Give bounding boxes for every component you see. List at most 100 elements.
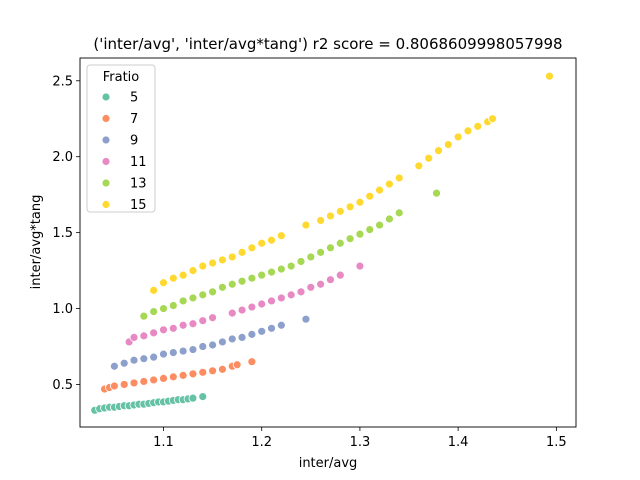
data-point (326, 275, 335, 285)
legend-label: 11 (130, 155, 147, 170)
data-point (178, 320, 188, 330)
x-tick-label: 1.2 (251, 435, 272, 450)
data-point (276, 264, 286, 274)
data-point (188, 345, 198, 354)
data-point (247, 302, 257, 312)
data-point (159, 304, 168, 313)
data-point (168, 372, 178, 382)
data-point (188, 266, 198, 275)
data-point (149, 328, 159, 338)
legend-marker (101, 178, 111, 188)
data-point (129, 333, 139, 342)
legend-box (86, 64, 156, 213)
data-point (178, 296, 188, 306)
data-point (276, 320, 286, 330)
legend-marker (101, 114, 111, 123)
data-point (267, 235, 276, 245)
data-point (316, 279, 326, 289)
data-point (247, 273, 257, 283)
legend: Fratio 5 7 9 11 13 15 (86, 64, 156, 213)
legend-marker (101, 92, 111, 102)
y-tick-label: 1.5 (52, 226, 73, 241)
data-point (198, 342, 208, 351)
data-point (463, 126, 473, 136)
x-tick-label: 1.5 (546, 435, 567, 450)
data-point (316, 216, 326, 225)
y-axis-label: inter/avg*tang (29, 195, 44, 290)
data-point (159, 349, 168, 359)
legend-label: 5 (130, 91, 138, 106)
data-point (345, 234, 355, 244)
data-point (227, 252, 237, 262)
data-point (443, 140, 453, 149)
data-point (139, 377, 149, 386)
series-7 (100, 357, 257, 394)
data-point (178, 370, 188, 380)
data-point (267, 267, 276, 277)
data-point (432, 188, 441, 198)
data-point (159, 278, 168, 288)
data-point (139, 354, 149, 364)
data-point (355, 261, 365, 271)
legend-marker (101, 157, 111, 166)
data-point (355, 197, 365, 207)
data-point (188, 393, 198, 403)
x-tick-label: 1.4 (448, 435, 469, 450)
data-point (365, 191, 375, 201)
x-tick-label: 1.1 (153, 435, 174, 450)
legend-marker (101, 135, 111, 145)
data-point (178, 270, 188, 280)
data-point (119, 358, 129, 368)
data-point (384, 214, 394, 224)
data-point (306, 252, 316, 262)
data-point (237, 305, 247, 315)
data-point (434, 146, 443, 156)
data-point (188, 369, 198, 379)
data-point (296, 287, 306, 297)
data-point (198, 290, 208, 300)
data-point (267, 296, 276, 306)
data-point (375, 185, 384, 195)
data-point (301, 220, 311, 230)
y-tick-label: 2.5 (52, 74, 73, 89)
data-point (168, 273, 178, 283)
legend-entries: 5 7 9 11 13 15 (101, 91, 147, 213)
data-point (198, 316, 208, 326)
data-point (306, 282, 316, 292)
data-point (316, 247, 326, 257)
data-point (119, 380, 129, 389)
data-point (227, 308, 237, 318)
data-point (218, 255, 227, 265)
data-point (296, 257, 306, 266)
data-point (139, 311, 149, 321)
data-point (473, 121, 483, 131)
data-point (139, 331, 149, 341)
chart-title: ('inter/avg', 'inter/avg*tang') r2 score… (93, 35, 562, 53)
data-point (188, 293, 198, 303)
data-point (355, 229, 365, 239)
legend-label: 13 (130, 177, 147, 192)
data-point (326, 211, 335, 221)
data-point (237, 276, 247, 286)
data-point (178, 346, 188, 356)
series-5 (90, 392, 208, 415)
data-point (301, 314, 311, 324)
data-point (286, 261, 296, 271)
data-point (188, 319, 198, 329)
data-point (149, 375, 159, 385)
legend-label: 7 (130, 112, 138, 127)
data-point (149, 307, 159, 316)
y-tick-label: 1.0 (52, 302, 73, 317)
data-point (345, 202, 355, 212)
data-point (208, 287, 217, 297)
x-axis-ticks: 1.1 1.2 1.3 1.4 1.5 (153, 427, 567, 450)
data-point (109, 381, 119, 391)
data-point (129, 378, 139, 388)
data-point (237, 333, 247, 342)
data-point (453, 132, 463, 142)
data-point (335, 206, 345, 216)
data-point (168, 323, 178, 333)
data-point (257, 326, 267, 336)
